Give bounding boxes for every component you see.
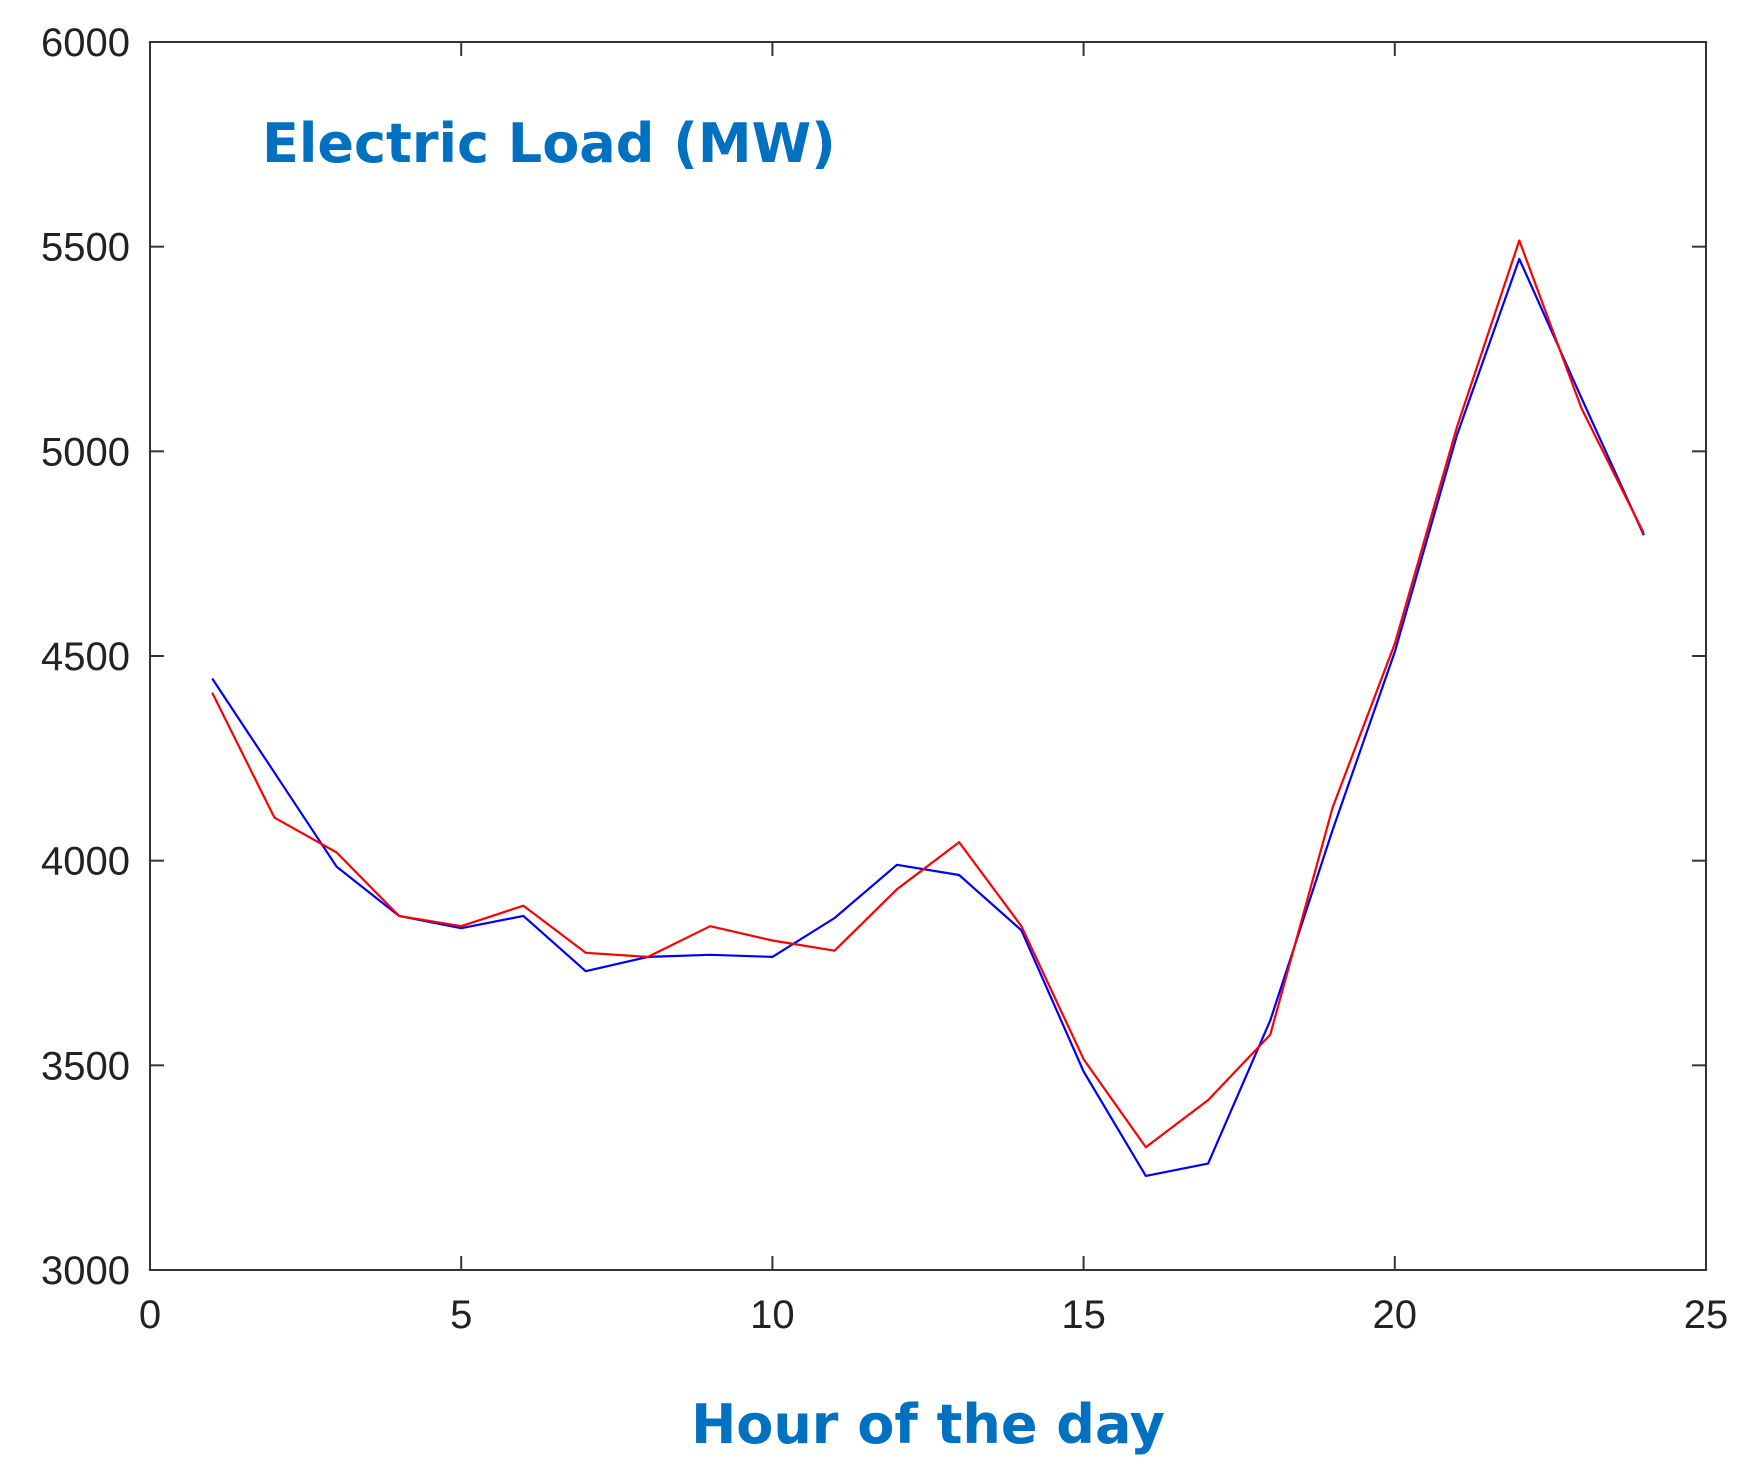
y-tick-label: 6000 [41,21,130,65]
plot-frame [149,41,1707,1271]
series-line-2 [211,239,1645,1149]
y-tick-label: 5500 [41,226,130,270]
x-axis-label: Hour of the day [691,1393,1165,1456]
series-line-1 [211,257,1645,1178]
x-tick-label: 15 [1061,1293,1106,1337]
x-tick-label: 0 [139,1293,161,1337]
x-tick-label: 10 [750,1293,795,1337]
y-tick-label: 4500 [41,635,130,679]
x-tick-label: 25 [1684,1293,1729,1337]
y-tick-label: 3000 [41,1249,130,1293]
y-tick-label: 5000 [41,430,130,474]
axis-ticks: 0 5 10 15 20 25 3000 3500 4000 4500 5000 5500 6000 [41,21,1728,1337]
chart-annotation: Electric Load (MW) [262,112,836,175]
y-tick-label: 3500 [41,1044,130,1088]
x-tick-label: 20 [1373,1293,1418,1337]
series-lines [211,239,1645,1178]
x-tick-label: 5 [450,1293,472,1337]
y-tick-label: 4000 [41,840,130,884]
